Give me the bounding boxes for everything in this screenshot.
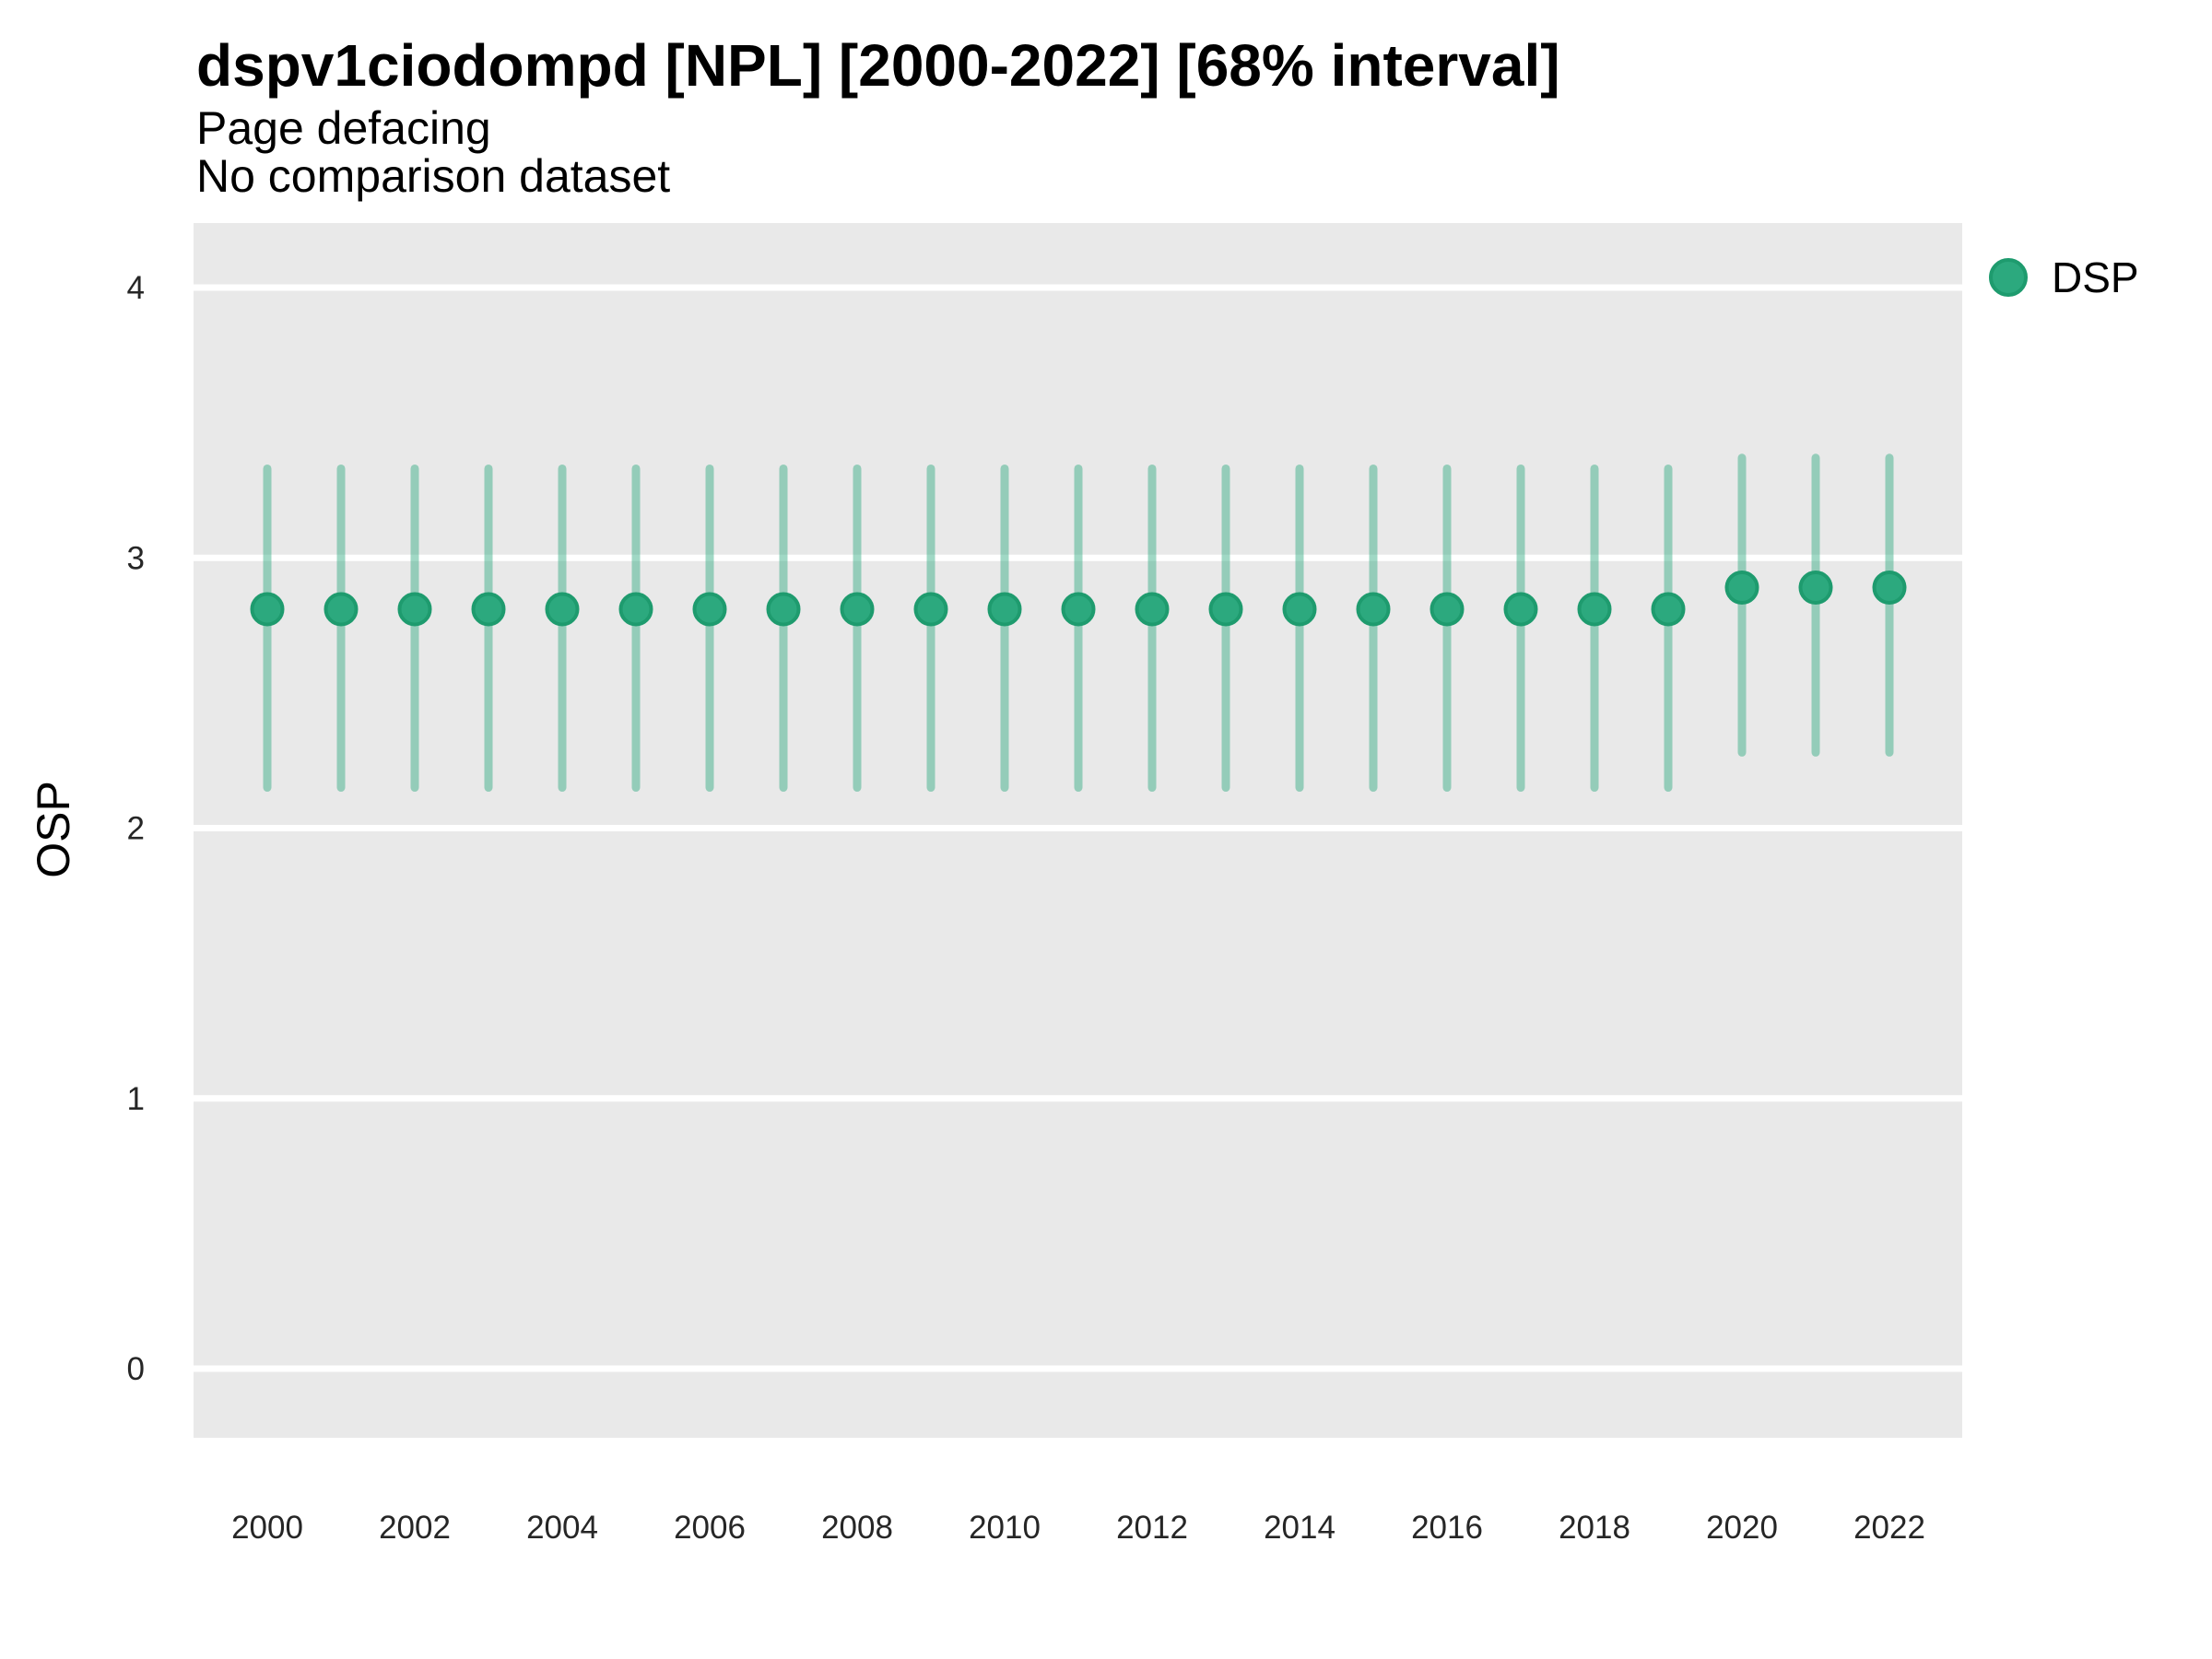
legend-marker-icon — [1989, 258, 2028, 297]
legend: DSP — [1989, 253, 2139, 302]
data-point-2011 — [1061, 592, 1096, 627]
chart-note: No comparison dataset — [196, 150, 671, 202]
data-point-2000 — [250, 592, 285, 627]
data-point-2003 — [471, 592, 506, 627]
data-point-2002 — [397, 592, 432, 627]
y-axis-title: OSP — [28, 781, 79, 878]
data-point-2020 — [1724, 571, 1759, 606]
y-tick-label-4: 4 — [127, 270, 145, 306]
data-point-2008 — [840, 592, 875, 627]
x-tick-label-2016: 2016 — [1411, 1510, 1483, 1546]
data-point-2013 — [1208, 592, 1243, 627]
x-tick-label-2008: 2008 — [821, 1510, 893, 1546]
x-tick-label-2018: 2018 — [1559, 1510, 1630, 1546]
data-point-2014 — [1282, 592, 1317, 627]
x-tick-label-2012: 2012 — [1116, 1510, 1188, 1546]
x-tick-label-2006: 2006 — [674, 1510, 746, 1546]
y-tick-label-2: 2 — [127, 811, 145, 847]
legend-label: DSP — [2052, 253, 2139, 301]
y-tick-label-1: 1 — [127, 1081, 145, 1117]
data-point-2009 — [913, 592, 948, 627]
x-tick-label-2004: 2004 — [526, 1510, 598, 1546]
data-point-2010 — [987, 592, 1022, 627]
data-point-2016 — [1430, 592, 1465, 627]
x-tick-label-2014: 2014 — [1264, 1510, 1335, 1546]
y-tick-label-3: 3 — [127, 540, 145, 576]
data-point-2021 — [1798, 571, 1833, 606]
y-tick-label-0: 0 — [127, 1351, 145, 1387]
data-point-2007 — [766, 592, 801, 627]
data-point-2012 — [1135, 592, 1170, 627]
data-point-2015 — [1356, 592, 1391, 627]
data-point-2006 — [692, 592, 727, 627]
x-tick-label-2002: 2002 — [379, 1510, 451, 1546]
x-tick-label-2020: 2020 — [1706, 1510, 1778, 1546]
x-tick-label-2010: 2010 — [969, 1510, 1041, 1546]
chart-title: dspv1ciodompd [NPL] [2000-2022] [68% int… — [196, 32, 1560, 99]
chart-subtitle: Page defacing — [196, 102, 491, 154]
data-point-2004 — [545, 592, 580, 627]
data-point-2018 — [1577, 592, 1612, 627]
x-tick-label-2022: 2022 — [1853, 1510, 1925, 1546]
data-point-2001 — [324, 592, 359, 627]
data-point-2019 — [1651, 592, 1686, 627]
data-point-2017 — [1503, 592, 1538, 627]
data-point-2022 — [1872, 571, 1907, 606]
x-tick-label-2000: 2000 — [231, 1510, 303, 1546]
data-point-2005 — [618, 592, 653, 627]
